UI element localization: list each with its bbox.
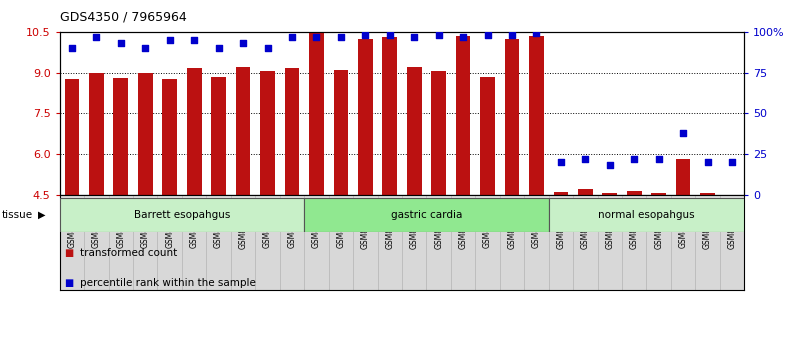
- Point: [384, 32, 396, 38]
- Bar: [64, 79, 80, 195]
- Point: [334, 34, 347, 40]
- Bar: [431, 71, 446, 195]
- Text: GSM851988: GSM851988: [189, 202, 199, 249]
- Point: [530, 31, 543, 36]
- Point: [236, 40, 249, 46]
- Text: GSM851991: GSM851991: [263, 202, 272, 249]
- Bar: [548, 198, 744, 232]
- Bar: [358, 39, 373, 195]
- Text: ▶: ▶: [38, 210, 45, 220]
- Bar: [89, 73, 103, 195]
- Point: [188, 37, 201, 43]
- Point: [628, 156, 641, 162]
- Text: GSM852007: GSM852007: [458, 202, 467, 249]
- Text: GDS4350 / 7965964: GDS4350 / 7965964: [60, 11, 186, 24]
- Point: [432, 32, 445, 38]
- Point: [505, 32, 518, 38]
- Text: GSM852001: GSM852001: [312, 202, 321, 249]
- Bar: [382, 37, 397, 195]
- Bar: [304, 198, 548, 232]
- Text: GSM851989: GSM851989: [214, 202, 223, 249]
- Text: GSM851986: GSM851986: [141, 202, 150, 249]
- Bar: [211, 77, 226, 195]
- Text: ■: ■: [64, 248, 73, 258]
- Point: [726, 159, 739, 165]
- Bar: [603, 193, 617, 195]
- Text: GSM851993: GSM851993: [556, 202, 565, 249]
- Bar: [407, 67, 422, 195]
- Text: GSM851984: GSM851984: [92, 202, 101, 249]
- Point: [457, 34, 470, 40]
- Text: GSM852008: GSM852008: [483, 202, 492, 249]
- Text: GSM851995: GSM851995: [605, 202, 615, 249]
- Bar: [334, 70, 348, 195]
- Point: [579, 156, 591, 162]
- Text: percentile rank within the sample: percentile rank within the sample: [80, 278, 256, 288]
- Point: [115, 40, 127, 46]
- Text: GSM852006: GSM852006: [434, 202, 443, 249]
- Point: [139, 45, 151, 51]
- Text: GSM851999: GSM851999: [703, 202, 712, 249]
- Point: [261, 45, 274, 51]
- Bar: [676, 159, 690, 195]
- Point: [65, 45, 78, 51]
- Bar: [529, 36, 544, 195]
- Bar: [553, 192, 568, 195]
- Bar: [505, 39, 519, 195]
- Point: [359, 32, 372, 38]
- Text: gastric cardia: gastric cardia: [391, 210, 462, 220]
- Text: GSM851987: GSM851987: [166, 202, 174, 249]
- Point: [408, 34, 420, 40]
- Bar: [700, 193, 715, 195]
- Bar: [236, 67, 251, 195]
- Bar: [260, 71, 275, 195]
- Point: [555, 159, 568, 165]
- Bar: [187, 69, 201, 195]
- Point: [652, 156, 665, 162]
- Text: GSM851985: GSM851985: [116, 202, 125, 249]
- Point: [701, 159, 714, 165]
- Text: normal esopahgus: normal esopahgus: [598, 210, 695, 220]
- Point: [310, 34, 323, 40]
- Bar: [651, 193, 666, 195]
- Point: [213, 45, 225, 51]
- Text: GSM852003: GSM852003: [361, 202, 370, 249]
- Bar: [627, 190, 642, 195]
- Text: GSM851983: GSM851983: [68, 202, 76, 249]
- Point: [90, 34, 103, 40]
- Bar: [285, 69, 299, 195]
- Point: [603, 162, 616, 168]
- Bar: [114, 78, 128, 195]
- Text: GSM852005: GSM852005: [410, 202, 419, 249]
- Point: [677, 130, 689, 136]
- Text: Barrett esopahgus: Barrett esopahgus: [134, 210, 230, 220]
- Text: GSM851998: GSM851998: [679, 202, 688, 249]
- Text: GSM851997: GSM851997: [654, 202, 663, 249]
- Point: [481, 32, 494, 38]
- Text: GSM851992: GSM851992: [287, 202, 296, 249]
- Bar: [162, 79, 177, 195]
- Text: GSM851994: GSM851994: [581, 202, 590, 249]
- Text: transformed count: transformed count: [80, 248, 177, 258]
- Text: GSM852000: GSM852000: [728, 202, 736, 249]
- Bar: [456, 36, 470, 195]
- Bar: [138, 73, 153, 195]
- Text: GSM851990: GSM851990: [239, 202, 248, 249]
- Text: GSM852002: GSM852002: [337, 202, 345, 249]
- Text: GSM852010: GSM852010: [532, 202, 541, 249]
- Bar: [578, 189, 593, 195]
- Text: GSM852004: GSM852004: [385, 202, 394, 249]
- Bar: [480, 77, 495, 195]
- Bar: [309, 33, 324, 195]
- Text: GSM851996: GSM851996: [630, 202, 638, 249]
- Point: [286, 34, 298, 40]
- Text: tissue: tissue: [2, 210, 33, 220]
- Text: GSM852009: GSM852009: [508, 202, 517, 249]
- Point: [163, 37, 176, 43]
- Bar: [60, 198, 304, 232]
- Text: ■: ■: [64, 278, 73, 288]
